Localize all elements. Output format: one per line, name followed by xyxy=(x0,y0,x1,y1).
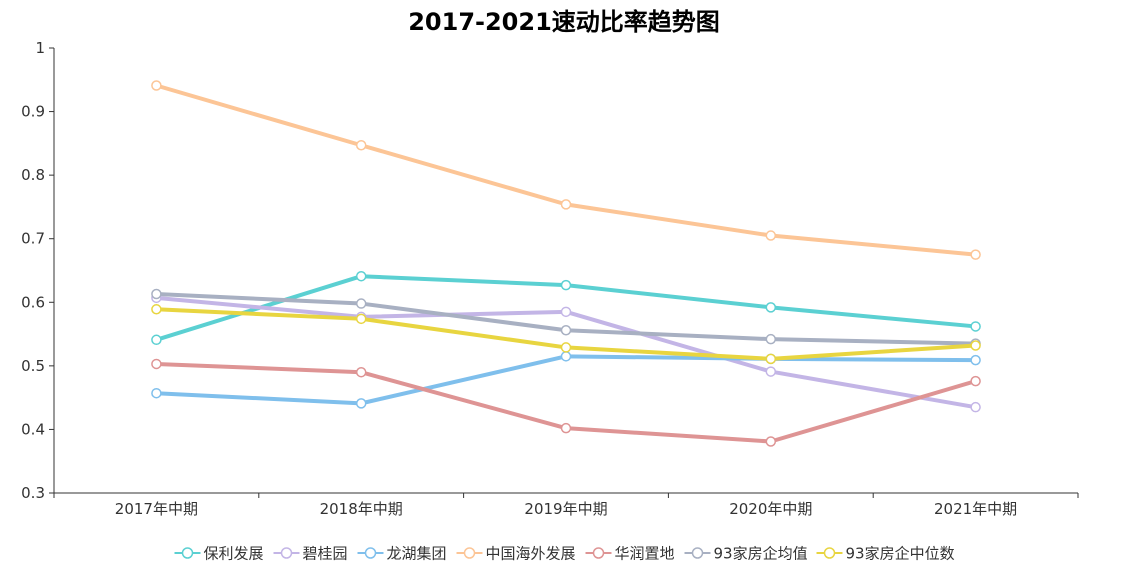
data-point xyxy=(765,302,777,313)
legend-item: 中国海外发展 xyxy=(456,545,576,563)
x-tick-label: 2019年中期 xyxy=(524,500,607,518)
legend-marker-icon xyxy=(592,547,605,559)
data-point xyxy=(151,80,162,91)
legend-label: 93家房企中位数 xyxy=(846,545,955,563)
x-tick-label: 2020年中期 xyxy=(729,500,812,518)
data-point xyxy=(355,398,367,409)
series-line xyxy=(154,83,978,257)
legend-label: 保利发展 xyxy=(204,545,264,563)
data-point xyxy=(970,354,981,366)
data-point xyxy=(560,199,572,210)
legend-item: 保利发展 xyxy=(174,545,264,563)
legend-label: 中国海外发展 xyxy=(486,545,576,563)
y-tick-label: 0.7 xyxy=(21,230,45,248)
legend-item: 93家房企均值 xyxy=(684,545,808,563)
data-point xyxy=(765,366,777,377)
data-point xyxy=(355,313,367,325)
y-tick-label: 0.3 xyxy=(21,484,45,502)
data-point xyxy=(560,422,572,434)
y-tick-label: 0.6 xyxy=(21,293,45,311)
data-point xyxy=(765,230,777,241)
data-point xyxy=(560,306,572,318)
x-tick-label: 2018年中期 xyxy=(320,500,403,518)
data-point xyxy=(151,387,162,399)
y-tick-label: 0.5 xyxy=(21,357,45,375)
data-point xyxy=(560,325,572,336)
legend-label: 华润置地 xyxy=(615,545,675,563)
legend-marker-icon xyxy=(181,547,194,559)
data-point xyxy=(355,270,367,282)
series-line xyxy=(154,354,978,406)
data-point xyxy=(970,340,981,351)
data-point xyxy=(970,321,981,332)
y-tick-label: 0.8 xyxy=(21,166,45,184)
legend-marker-icon xyxy=(364,547,377,559)
data-point xyxy=(151,288,162,300)
legend-item: 碧桂园 xyxy=(273,545,348,563)
x-tick-label: 2017年中期 xyxy=(115,500,198,518)
data-point xyxy=(765,333,777,345)
legend-label: 龙湖集团 xyxy=(387,545,447,563)
chart-title: 2017-2021速动比率趋势图 xyxy=(408,8,720,36)
legend-marker-icon xyxy=(463,547,476,559)
y-tick-label: 0.9 xyxy=(21,103,45,121)
series-line xyxy=(154,292,978,346)
legend-marker-icon xyxy=(691,547,704,559)
data-point xyxy=(560,342,572,353)
data-point xyxy=(151,334,162,346)
data-point xyxy=(355,140,367,151)
data-point xyxy=(970,249,981,260)
y-tick-label: 0.4 xyxy=(21,420,45,438)
data-point xyxy=(970,375,981,387)
data-point xyxy=(560,279,572,291)
x-tick-label: 2021年中期 xyxy=(934,500,1017,518)
data-point xyxy=(355,298,367,309)
legend-item: 华润置地 xyxy=(585,545,675,563)
legend-item: 龙湖集团 xyxy=(357,545,447,563)
data-point xyxy=(151,304,162,315)
legend-label: 碧桂园 xyxy=(303,545,348,563)
y-tick-label: 1 xyxy=(35,39,45,57)
legend-marker-icon xyxy=(823,547,836,559)
legend-item: 93家房企中位数 xyxy=(816,545,955,563)
data-point xyxy=(151,358,162,370)
data-point xyxy=(355,366,367,378)
legend-label: 93家房企均值 xyxy=(714,545,808,563)
legend-marker-icon xyxy=(280,547,293,559)
data-point xyxy=(765,353,777,365)
data-point xyxy=(970,401,981,413)
data-point xyxy=(765,436,777,447)
data-point xyxy=(560,351,572,362)
